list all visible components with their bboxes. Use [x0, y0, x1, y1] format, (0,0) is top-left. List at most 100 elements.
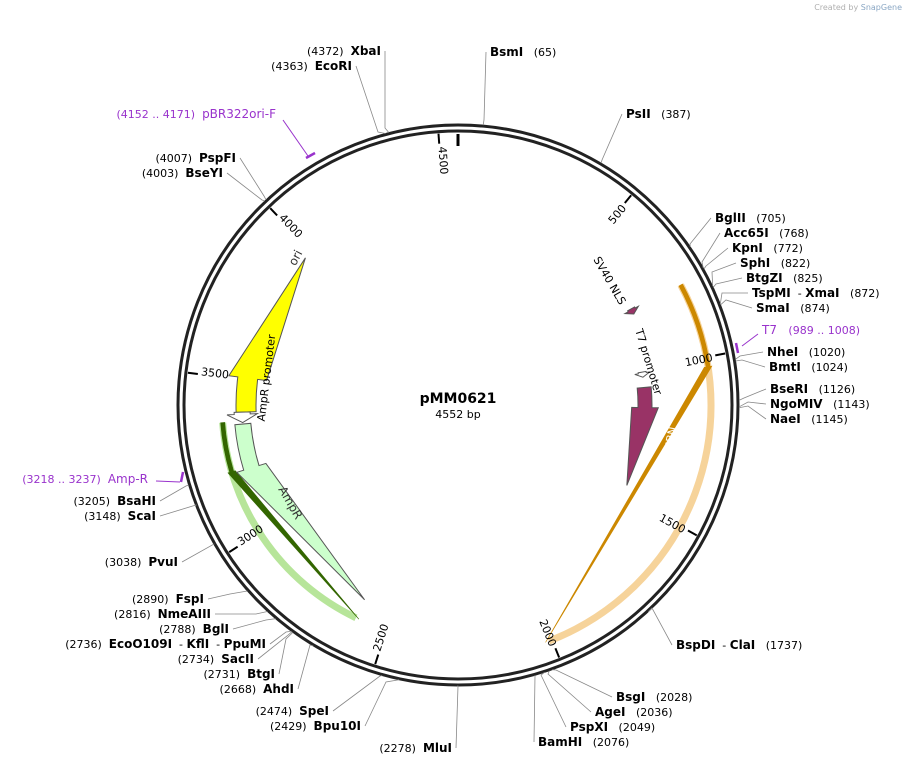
- enzyme-label[interactable]: (2734) SacII: [178, 652, 254, 666]
- enzyme-nmeaiii[interactable]: (2816) NmeAIII: [114, 607, 211, 621]
- enzyme-label[interactable]: (2816) NmeAIII: [114, 607, 211, 621]
- enzyme-bsahi[interactable]: (3205) BsaHI: [74, 494, 156, 508]
- feature-cibn[interactable]: [626, 386, 660, 486]
- enzyme-label[interactable]: BspDI - ClaI (1737): [676, 638, 802, 652]
- enzyme-btgzi[interactable]: BtgZI (825): [746, 271, 823, 285]
- enzyme-label[interactable]: SmaI (874): [756, 301, 830, 315]
- enzyme-bsgi[interactable]: BsgI (2028): [616, 690, 692, 704]
- credit-brand[interactable]: SnapGene: [860, 3, 902, 12]
- enzyme-leader: [278, 632, 294, 675]
- enzyme-label[interactable]: (2788) BglI: [159, 622, 229, 636]
- enzyme-pspfi[interactable]: (4007) PspFI: [155, 151, 236, 165]
- enzyme-label[interactable]: BtgZI (825): [746, 271, 823, 285]
- enzyme-label[interactable]: BseRI (1126): [770, 382, 855, 396]
- enzyme-label[interactable]: Acc65I (768): [724, 226, 809, 240]
- tick-label: 1000: [684, 351, 714, 369]
- enzyme-label[interactable]: BsgI (2028): [616, 690, 692, 704]
- enzyme-label[interactable]: AgeI (2036): [595, 705, 673, 719]
- enzyme-bmti[interactable]: BmtI (1024): [769, 360, 848, 374]
- enzyme-label[interactable]: (4372) XbaI: [307, 44, 381, 58]
- enzyme-bgli[interactable]: (2788) BglI: [159, 622, 229, 636]
- tick-label: 3000: [235, 522, 266, 548]
- enzyme-label[interactable]: (2474) SpeI: [256, 704, 329, 718]
- enzyme-psii[interactable]: PsII (387): [626, 107, 691, 121]
- enzyme-label[interactable]: (3205) BsaHI: [74, 494, 156, 508]
- primer-t7[interactable]: T7 (989 .. 1008): [734, 323, 860, 354]
- enzyme-bspdi[interactable]: BspDI - ClaI (1737): [676, 638, 802, 652]
- enzyme-bamhi[interactable]: BamHI (2076): [538, 735, 629, 749]
- enzyme-label[interactable]: (2731) BtgI: [203, 667, 275, 681]
- enzyme-pvui[interactable]: (3038) PvuI: [105, 555, 178, 569]
- enzyme-leader: [269, 630, 292, 645]
- enzyme-label[interactable]: (4007) PspFI: [155, 151, 236, 165]
- enzyme-smai[interactable]: SmaI (874): [756, 301, 830, 315]
- enzyme-label[interactable]: BamHI (2076): [538, 735, 629, 749]
- enzyme-label[interactable]: SphI (822): [740, 256, 810, 270]
- enzyme-label[interactable]: KpnI (772): [732, 241, 803, 255]
- feature-sv40-nls[interactable]: [623, 304, 640, 315]
- enzyme-mlui[interactable]: (2278) MluI: [379, 741, 452, 755]
- feature-ampr[interactable]: [234, 422, 365, 601]
- feature-ori[interactable]: [228, 257, 306, 413]
- enzyme-fspi[interactable]: (2890) FspI: [132, 592, 204, 606]
- enzyme-bseyi[interactable]: (4003) BseYI: [142, 166, 223, 180]
- enzyme-bsmi[interactable]: BsmI (65): [490, 45, 556, 59]
- enzyme-label[interactable]: (2429) Bpu10I: [270, 719, 361, 733]
- enzyme-scai[interactable]: (3148) ScaI: [84, 509, 156, 523]
- enzyme-label[interactable]: (2668) AhdI: [220, 682, 294, 696]
- enzyme-bglii[interactable]: BglII (705): [715, 211, 786, 225]
- enzyme-label[interactable]: (4003) BseYI: [142, 166, 223, 180]
- enzyme-btgi[interactable]: (2731) BtgI: [203, 667, 275, 681]
- enzyme-leader: [703, 247, 729, 270]
- feature-t7-promoter[interactable]: [634, 370, 651, 378]
- enzyme-ecoo109i[interactable]: (2736) EcoO109I - KflI - PpuMI: [65, 637, 266, 651]
- enzyme-ecori[interactable]: (4363) EcoRI: [271, 59, 352, 73]
- enzyme-agei[interactable]: AgeI (2036): [595, 705, 673, 719]
- enzyme-kpni[interactable]: KpnI (772): [732, 241, 803, 255]
- enzyme-label[interactable]: BglII (705): [715, 211, 786, 225]
- primer-label[interactable]: (3218 .. 3237) Amp-R: [22, 472, 148, 486]
- enzyme-label[interactable]: PspXI (2049): [570, 720, 655, 734]
- enzyme-spei[interactable]: (2474) SpeI: [256, 704, 329, 718]
- enzyme-bseri[interactable]: BseRI (1126): [770, 382, 855, 396]
- enzyme-pspxi[interactable]: PspXI (2049): [570, 720, 655, 734]
- enzyme-bpu10i[interactable]: (2429) Bpu10I: [270, 719, 361, 733]
- enzyme-label[interactable]: TspMI - XmaI (872): [752, 286, 880, 300]
- enzyme-ahdi[interactable]: (2668) AhdI: [220, 682, 294, 696]
- primer-pbr322ori-f[interactable]: (4152 .. 4171) pBR322ori-F: [117, 107, 316, 160]
- enzyme-sphi[interactable]: SphI (822): [740, 256, 810, 270]
- enzyme-label[interactable]: (2890) FspI: [132, 592, 204, 606]
- enzyme-label[interactable]: (2278) MluI: [379, 741, 452, 755]
- enzyme-label[interactable]: (3038) PvuI: [105, 555, 178, 569]
- enzyme-label[interactable]: (4363) EcoRI: [271, 59, 352, 73]
- enzyme-label[interactable]: PsII (387): [626, 107, 691, 121]
- enzyme-label[interactable]: (2736) EcoO109I - KflI - PpuMI: [65, 637, 266, 651]
- enzyme-ngomiv[interactable]: NgoMIV (1143): [770, 397, 870, 411]
- enzyme-tspmi[interactable]: TspMI - XmaI (872): [752, 286, 880, 300]
- enzyme-leader: [332, 675, 383, 712]
- primer-site: [305, 151, 316, 160]
- enzyme-naei[interactable]: NaeI (1145): [770, 412, 848, 426]
- feature-ampr-promoter[interactable]: [226, 411, 260, 424]
- enzyme-sacii[interactable]: (2734) SacII: [178, 652, 254, 666]
- enzyme-label[interactable]: NheI (1020): [767, 345, 845, 359]
- enzyme-label[interactable]: BmtI (1024): [769, 360, 848, 374]
- primer-site: [734, 342, 740, 354]
- enzyme-xbai[interactable]: (4372) XbaI: [307, 44, 381, 58]
- plasmid-name: pMM0621: [420, 391, 497, 407]
- enzyme-leader: [689, 217, 712, 247]
- primer-amp-r[interactable]: (3218 .. 3237) Amp-R: [22, 471, 185, 486]
- enzyme-leader: [159, 504, 197, 517]
- enzyme-acc65i[interactable]: Acc65I (768): [724, 226, 809, 240]
- primer-label[interactable]: T7 (989 .. 1008): [761, 323, 860, 337]
- enzyme-leader: [533, 675, 536, 743]
- tick-mark: [187, 371, 198, 375]
- enzyme-label[interactable]: NgoMIV (1143): [770, 397, 870, 411]
- tick-label: 2500: [371, 622, 392, 653]
- enzyme-label[interactable]: (3148) ScaI: [84, 509, 156, 523]
- enzyme-label[interactable]: BsmI (65): [490, 45, 556, 59]
- primer-label[interactable]: (4152 .. 4171) pBR322ori-F: [117, 107, 277, 121]
- enzyme-nhei[interactable]: NheI (1020): [767, 345, 845, 359]
- enzyme-label[interactable]: NaeI (1145): [770, 412, 848, 426]
